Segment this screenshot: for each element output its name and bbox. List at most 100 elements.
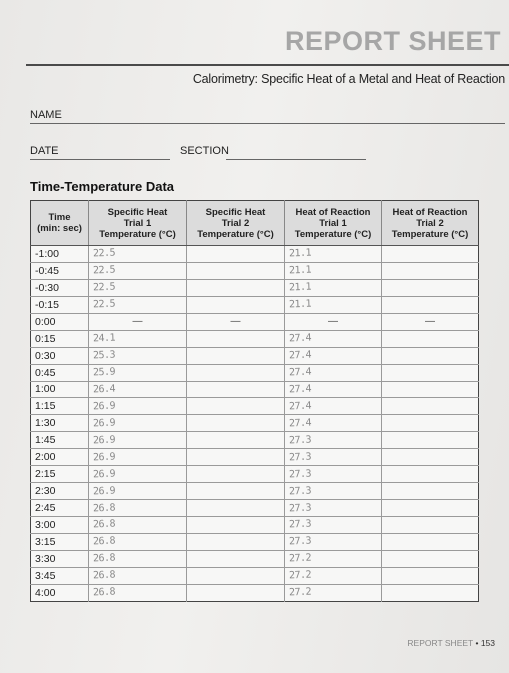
- specific-heat-trial-2-cell[interactable]: [186, 261, 285, 280]
- specific-heat-trial-2-cell[interactable]: [186, 583, 285, 602]
- specific-heat-trial-1-cell[interactable]: 26.8: [88, 566, 187, 585]
- heat-of-reaction-trial-2-cell[interactable]: [381, 329, 479, 348]
- time-cell[interactable]: -0:30: [30, 278, 89, 297]
- heat-of-reaction-trial-2-cell[interactable]: [381, 549, 479, 568]
- heat-of-reaction-trial-1-cell[interactable]: 27.2: [284, 583, 382, 602]
- heat-of-reaction-trial-1-cell[interactable]: 27.3: [284, 465, 382, 483]
- heat-of-reaction-trial-1-cell[interactable]: 27.3: [284, 532, 382, 551]
- heat-of-reaction-trial-1-cell[interactable]: 21.1: [284, 278, 382, 297]
- time-cell[interactable]: 0:45: [30, 363, 89, 381]
- time-cell[interactable]: 4:00: [30, 583, 89, 602]
- time-cell[interactable]: 0:00: [30, 312, 89, 331]
- heat-of-reaction-trial-2-cell[interactable]: [381, 363, 479, 381]
- specific-heat-trial-1-cell[interactable]: 26.9: [88, 431, 187, 449]
- heat-of-reaction-trial-1-cell[interactable]: 27.3: [284, 499, 382, 517]
- time-cell[interactable]: 3:15: [30, 532, 89, 551]
- specific-heat-trial-2-cell[interactable]: [186, 499, 285, 517]
- heat-of-reaction-trial-1-cell[interactable]: 27.3: [284, 431, 382, 449]
- specific-heat-trial-2-cell[interactable]: [186, 278, 285, 297]
- heat-of-reaction-trial-2-cell[interactable]: [381, 278, 479, 297]
- specific-heat-trial-1-cell[interactable]: 22.5: [88, 261, 187, 280]
- heat-of-reaction-trial-2-cell[interactable]: [381, 566, 479, 585]
- heat-of-reaction-trial-2-cell[interactable]: [381, 465, 479, 483]
- time-cell[interactable]: -1:00: [30, 245, 89, 263]
- date-line[interactable]: [30, 159, 170, 160]
- specific-heat-trial-2-cell[interactable]: [186, 346, 285, 365]
- name-line[interactable]: [30, 123, 505, 124]
- specific-heat-trial-1-cell[interactable]: 26.8: [88, 583, 187, 602]
- time-cell[interactable]: 3:30: [30, 549, 89, 568]
- specific-heat-trial-1-cell[interactable]: 26.9: [88, 397, 187, 415]
- time-cell[interactable]: 3:45: [30, 566, 89, 585]
- time-cell[interactable]: 1:00: [30, 380, 89, 398]
- specific-heat-trial-2-cell[interactable]: [186, 245, 285, 263]
- specific-heat-trial-2-cell[interactable]: [186, 380, 285, 398]
- heat-of-reaction-trial-2-cell[interactable]: [381, 261, 479, 280]
- heat-of-reaction-trial-1-cell[interactable]: 27.4: [284, 380, 382, 398]
- specific-heat-trial-2-cell[interactable]: [186, 549, 285, 568]
- heat-of-reaction-trial-2-cell[interactable]: [381, 431, 479, 449]
- specific-heat-trial-1-cell[interactable]: 26.9: [88, 414, 187, 432]
- time-cell[interactable]: 0:15: [30, 329, 89, 348]
- specific-heat-trial-2-cell[interactable]: [186, 397, 285, 415]
- heat-of-reaction-trial-2-cell[interactable]: [381, 397, 479, 415]
- specific-heat-trial-2-cell[interactable]: —: [186, 312, 285, 331]
- specific-heat-trial-2-cell[interactable]: [186, 431, 285, 449]
- specific-heat-trial-2-cell[interactable]: [186, 482, 285, 500]
- heat-of-reaction-trial-2-cell[interactable]: —: [381, 312, 479, 331]
- heat-of-reaction-trial-1-cell[interactable]: 21.1: [284, 245, 382, 263]
- time-cell[interactable]: 1:30: [30, 414, 89, 432]
- time-cell[interactable]: 2:45: [30, 499, 89, 517]
- heat-of-reaction-trial-2-cell[interactable]: [381, 380, 479, 398]
- specific-heat-trial-2-cell[interactable]: [186, 448, 285, 466]
- specific-heat-trial-2-cell[interactable]: [186, 363, 285, 381]
- time-cell[interactable]: 2:30: [30, 482, 89, 500]
- time-cell[interactable]: 1:15: [30, 397, 89, 415]
- heat-of-reaction-trial-2-cell[interactable]: [381, 516, 479, 534]
- heat-of-reaction-trial-1-cell[interactable]: 27.3: [284, 448, 382, 466]
- specific-heat-trial-1-cell[interactable]: 26.8: [88, 532, 187, 551]
- specific-heat-trial-2-cell[interactable]: [186, 566, 285, 585]
- heat-of-reaction-trial-1-cell[interactable]: 27.3: [284, 482, 382, 500]
- specific-heat-trial-1-cell[interactable]: 25.9: [88, 363, 187, 381]
- time-cell[interactable]: 2:00: [30, 448, 89, 466]
- specific-heat-trial-1-cell[interactable]: 26.8: [88, 549, 187, 568]
- specific-heat-trial-2-cell[interactable]: [186, 516, 285, 534]
- specific-heat-trial-1-cell[interactable]: 22.5: [88, 295, 187, 314]
- specific-heat-trial-1-cell[interactable]: 26.8: [88, 499, 187, 517]
- specific-heat-trial-1-cell[interactable]: 24.1: [88, 329, 187, 348]
- heat-of-reaction-trial-1-cell[interactable]: 21.1: [284, 261, 382, 280]
- heat-of-reaction-trial-2-cell[interactable]: [381, 499, 479, 517]
- specific-heat-trial-2-cell[interactable]: [186, 295, 285, 314]
- heat-of-reaction-trial-2-cell[interactable]: [381, 583, 479, 602]
- specific-heat-trial-2-cell[interactable]: [186, 414, 285, 432]
- heat-of-reaction-trial-1-cell[interactable]: 27.4: [284, 397, 382, 415]
- heat-of-reaction-trial-2-cell[interactable]: [381, 448, 479, 466]
- heat-of-reaction-trial-1-cell[interactable]: 27.2: [284, 549, 382, 568]
- specific-heat-trial-1-cell[interactable]: 22.5: [88, 245, 187, 263]
- specific-heat-trial-2-cell[interactable]: [186, 465, 285, 483]
- heat-of-reaction-trial-1-cell[interactable]: 27.4: [284, 329, 382, 348]
- heat-of-reaction-trial-1-cell[interactable]: 21.1: [284, 295, 382, 314]
- time-cell[interactable]: 1:45: [30, 431, 89, 449]
- heat-of-reaction-trial-2-cell[interactable]: [381, 346, 479, 365]
- heat-of-reaction-trial-1-cell[interactable]: 27.2: [284, 566, 382, 585]
- specific-heat-trial-1-cell[interactable]: 26.9: [88, 482, 187, 500]
- time-cell[interactable]: 0:30: [30, 346, 89, 365]
- heat-of-reaction-trial-1-cell[interactable]: 27.4: [284, 414, 382, 432]
- specific-heat-trial-1-cell[interactable]: 26.9: [88, 448, 187, 466]
- section-line[interactable]: [226, 159, 366, 160]
- time-cell[interactable]: -0:45: [30, 261, 89, 280]
- time-cell[interactable]: 3:00: [30, 516, 89, 534]
- heat-of-reaction-trial-2-cell[interactable]: [381, 532, 479, 551]
- time-cell[interactable]: 2:15: [30, 465, 89, 483]
- specific-heat-trial-1-cell[interactable]: —: [88, 312, 187, 331]
- specific-heat-trial-2-cell[interactable]: [186, 532, 285, 551]
- heat-of-reaction-trial-2-cell[interactable]: [381, 245, 479, 263]
- specific-heat-trial-1-cell[interactable]: 25.3: [88, 346, 187, 365]
- heat-of-reaction-trial-1-cell[interactable]: 27.4: [284, 346, 382, 365]
- specific-heat-trial-1-cell[interactable]: 26.8: [88, 516, 187, 534]
- heat-of-reaction-trial-2-cell[interactable]: [381, 482, 479, 500]
- heat-of-reaction-trial-1-cell[interactable]: —: [284, 312, 382, 331]
- heat-of-reaction-trial-1-cell[interactable]: 27.4: [284, 363, 382, 381]
